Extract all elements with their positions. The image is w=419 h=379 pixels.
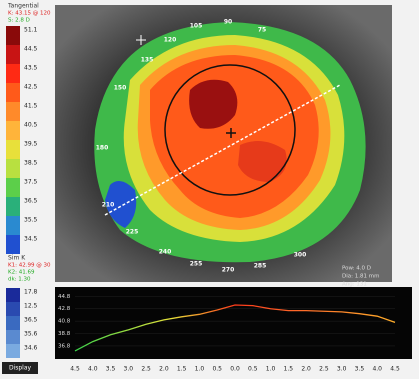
meridian-label: 240 bbox=[159, 249, 172, 256]
meridian-label: 180 bbox=[96, 145, 109, 152]
y-tick-label: 40.8 bbox=[58, 319, 71, 325]
info-dia: Dia: 1.81 mm bbox=[342, 274, 379, 280]
scale-label: 17.8 bbox=[24, 289, 38, 296]
scale-swatch bbox=[6, 121, 20, 140]
meridian-label: 120 bbox=[164, 37, 177, 44]
x-tick-label: 1.5 bbox=[284, 366, 294, 373]
meridian-label: 270 bbox=[222, 267, 235, 274]
scale-label: 34.6 bbox=[24, 345, 38, 352]
scale-label: 36.5 bbox=[24, 198, 38, 205]
y-tick-label: 38.8 bbox=[58, 331, 71, 337]
lower-scale-swatch bbox=[6, 330, 20, 344]
screen: Display Tangential K: 43.15 @ 120 S: 2.8… bbox=[0, 0, 419, 379]
scale-swatch bbox=[6, 45, 20, 64]
scale-swatch bbox=[6, 216, 20, 235]
scale-label: 34.5 bbox=[24, 236, 38, 243]
header-k: K: 43.15 @ 120 bbox=[8, 11, 51, 17]
x-tick-label: 3.0 bbox=[124, 366, 134, 373]
y-tick-label: 36.8 bbox=[58, 343, 71, 349]
scale-swatch bbox=[6, 197, 20, 216]
x-tick-label: 2.0 bbox=[159, 366, 169, 373]
scale-swatch bbox=[6, 102, 20, 121]
meridian-label: 210 bbox=[102, 202, 115, 209]
meridian-label: 135 bbox=[141, 57, 154, 64]
scale-swatch bbox=[6, 26, 20, 45]
x-tick-label: 0.0 bbox=[230, 366, 240, 373]
scale-label: 43.5 bbox=[24, 65, 38, 72]
x-tick-label: 1.0 bbox=[195, 366, 205, 373]
x-tick-label: 4.5 bbox=[390, 366, 400, 373]
meridian-label: 225 bbox=[126, 229, 139, 236]
scale-swatch bbox=[6, 64, 20, 83]
topography-map bbox=[94, 22, 365, 262]
meridian-label: 300 bbox=[294, 252, 307, 259]
profile-panel bbox=[55, 287, 412, 359]
header-title: Tangential bbox=[7, 3, 39, 10]
scale-label: 39.5 bbox=[24, 141, 38, 148]
scale-swatch bbox=[6, 178, 20, 197]
simk-cyl: dk: 1.30 bbox=[8, 277, 31, 283]
x-tick-label: 4.0 bbox=[88, 366, 98, 373]
info-ang: Ang: 131 bbox=[342, 282, 367, 288]
lower-scale-swatch bbox=[6, 302, 20, 316]
scale-label: 35.6 bbox=[24, 331, 38, 338]
x-tick-label: 3.5 bbox=[355, 366, 365, 373]
scale-label: 35.5 bbox=[24, 217, 38, 224]
scale-swatch bbox=[6, 159, 20, 178]
x-tick-label: 2.5 bbox=[319, 366, 329, 373]
x-tick-label: 0.5 bbox=[248, 366, 258, 373]
info-pow: Pow: 4.0 D bbox=[342, 266, 371, 272]
meridian-label: 255 bbox=[190, 261, 203, 268]
scale-swatch bbox=[6, 235, 20, 254]
meridian-label: 105 bbox=[190, 23, 203, 30]
x-tick-label: 3.0 bbox=[337, 366, 347, 373]
meridian-label: 90 bbox=[224, 19, 232, 26]
lower-scale-swatch bbox=[6, 288, 20, 302]
meridian-label: 150 bbox=[114, 85, 127, 92]
y-tick-label: 44.8 bbox=[58, 294, 71, 300]
scale-label: 51.1 bbox=[24, 27, 38, 34]
x-tick-label: 1.5 bbox=[177, 366, 187, 373]
scale-label: 38.5 bbox=[24, 160, 38, 167]
x-tick-label: 4.5 bbox=[70, 366, 80, 373]
x-tick-label: 4.0 bbox=[372, 366, 382, 373]
x-tick-label: 2.5 bbox=[141, 366, 151, 373]
lower-scale-swatch bbox=[6, 344, 20, 358]
scale-label: 44.5 bbox=[24, 46, 38, 53]
scale-label: 12.5 bbox=[24, 303, 38, 310]
simk-k2: K2: 41.69 bbox=[8, 270, 35, 276]
lower-scale-swatch bbox=[6, 316, 20, 330]
scale-swatch bbox=[6, 83, 20, 102]
scale-label: 36.5 bbox=[24, 317, 38, 324]
meridian-label: 75 bbox=[258, 27, 266, 34]
scale-swatch bbox=[6, 140, 20, 159]
y-tick-label: 42.8 bbox=[58, 306, 71, 312]
meridian-label: 285 bbox=[254, 263, 267, 270]
button-label[interactable]: Display bbox=[9, 365, 32, 372]
x-tick-label: 0.5 bbox=[212, 366, 222, 373]
x-tick-label: 1.0 bbox=[266, 366, 276, 373]
x-tick-label: 3.5 bbox=[106, 366, 116, 373]
scale-label: 41.5 bbox=[24, 103, 38, 110]
scale-label: 37.5 bbox=[24, 179, 38, 186]
x-tick-label: 2.0 bbox=[301, 366, 311, 373]
simk-k1: K1: 42.99 @ 30 bbox=[8, 263, 51, 269]
header-s: S: 2.8 D bbox=[8, 18, 30, 24]
scale-label: 42.5 bbox=[24, 84, 38, 91]
scale-label: 40.5 bbox=[24, 122, 38, 129]
simk-title: Sim K bbox=[8, 255, 26, 262]
